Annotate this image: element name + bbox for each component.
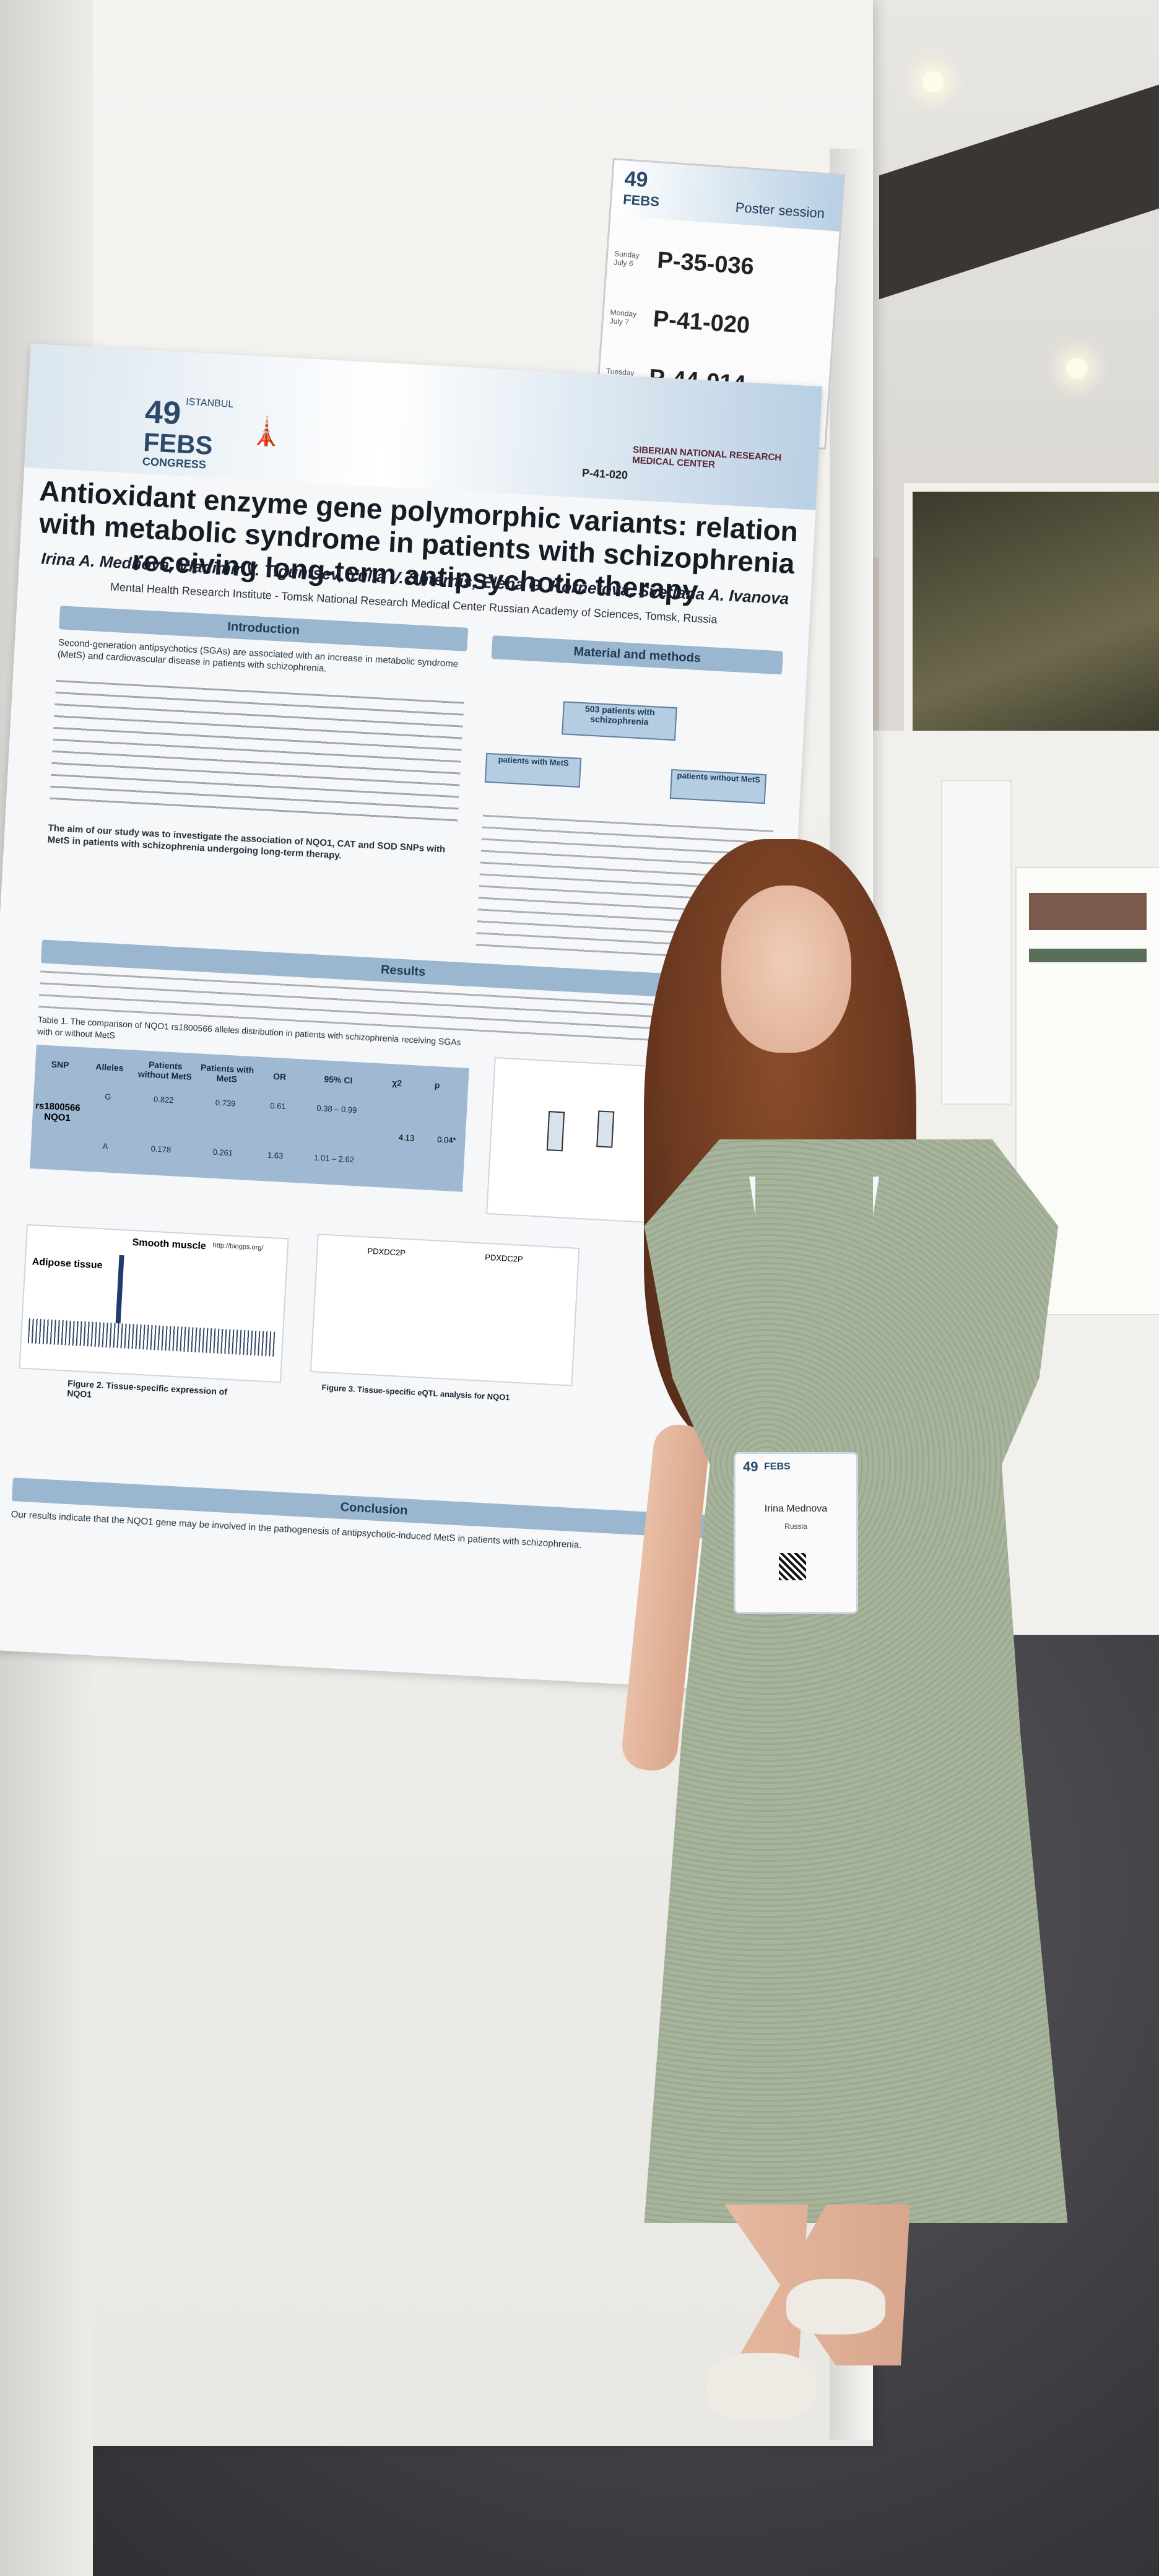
- table-cell: 0.61: [269, 1100, 287, 1112]
- badge-name: Irina Mednova: [764, 1503, 828, 1514]
- qr-code: [779, 1553, 806, 1580]
- table-p: 0.04*: [436, 1134, 457, 1146]
- table-cell: 0.261: [212, 1147, 233, 1158]
- sandal: [786, 2279, 885, 2334]
- table-cell: 0.739: [215, 1097, 236, 1108]
- table-header: SNP: [51, 1059, 69, 1071]
- febs-logo-city: ISTANBUL: [185, 396, 234, 410]
- figure3-caption: Figure 3. Tissue-specific eQTL analysis …: [321, 1382, 510, 1403]
- tissue-expression-figure: Adipose tissue Smooth muscle http://biog…: [19, 1224, 289, 1383]
- flow-box-left: patients with MetS: [484, 752, 582, 788]
- name-badge: 49 FEBS Irina Mednova Russia: [734, 1452, 858, 1614]
- table-cell: 0.38 – 0.99: [316, 1103, 357, 1115]
- flow-box-top: 503 patients with schizophrenia: [562, 701, 677, 741]
- sandal: [706, 2353, 817, 2421]
- poster-id: P-41-020: [581, 466, 628, 482]
- session-code: P-41-020: [652, 306, 751, 339]
- febs-logo-number: 49: [623, 167, 649, 192]
- febs-logo-word: FEBS: [622, 191, 660, 210]
- table-cell: 1.01 – 2.62: [313, 1152, 355, 1165]
- table-header: p: [434, 1080, 440, 1090]
- sign-header-label: Poster session: [735, 199, 825, 222]
- ceiling-light: [922, 71, 944, 92]
- table-header: Patients without MetS: [137, 1059, 193, 1082]
- febs-logo-sub: CONGRESS: [142, 455, 207, 471]
- table-header: Alleles: [95, 1061, 124, 1073]
- table-snp: rs1800566 NQO1: [35, 1100, 81, 1124]
- table-header: χ2: [391, 1077, 402, 1089]
- session-day: Sunday July 6: [613, 249, 640, 268]
- face: [721, 886, 851, 1053]
- expression-bars: [27, 1318, 277, 1357]
- table-cell: 1.63: [267, 1150, 284, 1160]
- eqtl-label-left: PDXDC2P: [367, 1246, 406, 1258]
- figure-label-muscle: Smooth muscle: [132, 1237, 207, 1252]
- eqtl-figure: PDXDC2P PDXDC2P: [310, 1234, 580, 1386]
- boxplot-box: [596, 1110, 615, 1148]
- allele-table: SNP Alleles Patients without MetS Patien…: [29, 1045, 469, 1192]
- adjacent-poster: [941, 780, 1012, 1105]
- figure2-caption: Figure 2. Tissue-specific expression of …: [67, 1378, 228, 1399]
- table-header: OR: [272, 1071, 287, 1082]
- table-row: A 0.178 0.261 1.63 1.01 – 2.62: [80, 1140, 371, 1165]
- ceiling-light: [1066, 358, 1087, 379]
- febs-logo-number: 49: [144, 394, 182, 432]
- institution-logo: SIBERIAN NATIONAL RESEARCH MEDICAL CENTE…: [632, 444, 782, 471]
- istanbul-tower-icon: 🗼: [248, 416, 284, 448]
- boxplot-box: [546, 1111, 565, 1152]
- table-cell: G: [104, 1092, 111, 1102]
- flow-box-right: patients without MetS: [669, 768, 767, 804]
- table-cell: 0.822: [153, 1094, 174, 1105]
- eqtl-label-right: PDXDC2P: [484, 1252, 524, 1264]
- table-cell: 0.178: [150, 1144, 171, 1155]
- table-cell: A: [102, 1141, 108, 1151]
- badge-logo-word: FEBS: [764, 1461, 791, 1472]
- figure-url: http://biogps.org/: [212, 1242, 264, 1252]
- badge-logo-number: 49: [743, 1459, 758, 1474]
- materials-heading: Material and methods: [491, 635, 783, 675]
- expression-peak: [115, 1255, 124, 1324]
- table-header: Patients with MetS: [200, 1062, 254, 1084]
- table-chi2: 4.13: [398, 1133, 415, 1143]
- table-header: 95% CI: [324, 1074, 353, 1086]
- session-day: Monday July 7: [609, 307, 637, 326]
- aim-text: The aim of our study was to investigate …: [47, 822, 446, 861]
- figure-label-adipose: Adipose tissue: [32, 1256, 103, 1271]
- introduction-body-lines: [49, 679, 464, 826]
- session-code: P-35-036: [656, 247, 755, 281]
- green-dress: [644, 1139, 1068, 2223]
- badge-country: Russia: [784, 1522, 807, 1531]
